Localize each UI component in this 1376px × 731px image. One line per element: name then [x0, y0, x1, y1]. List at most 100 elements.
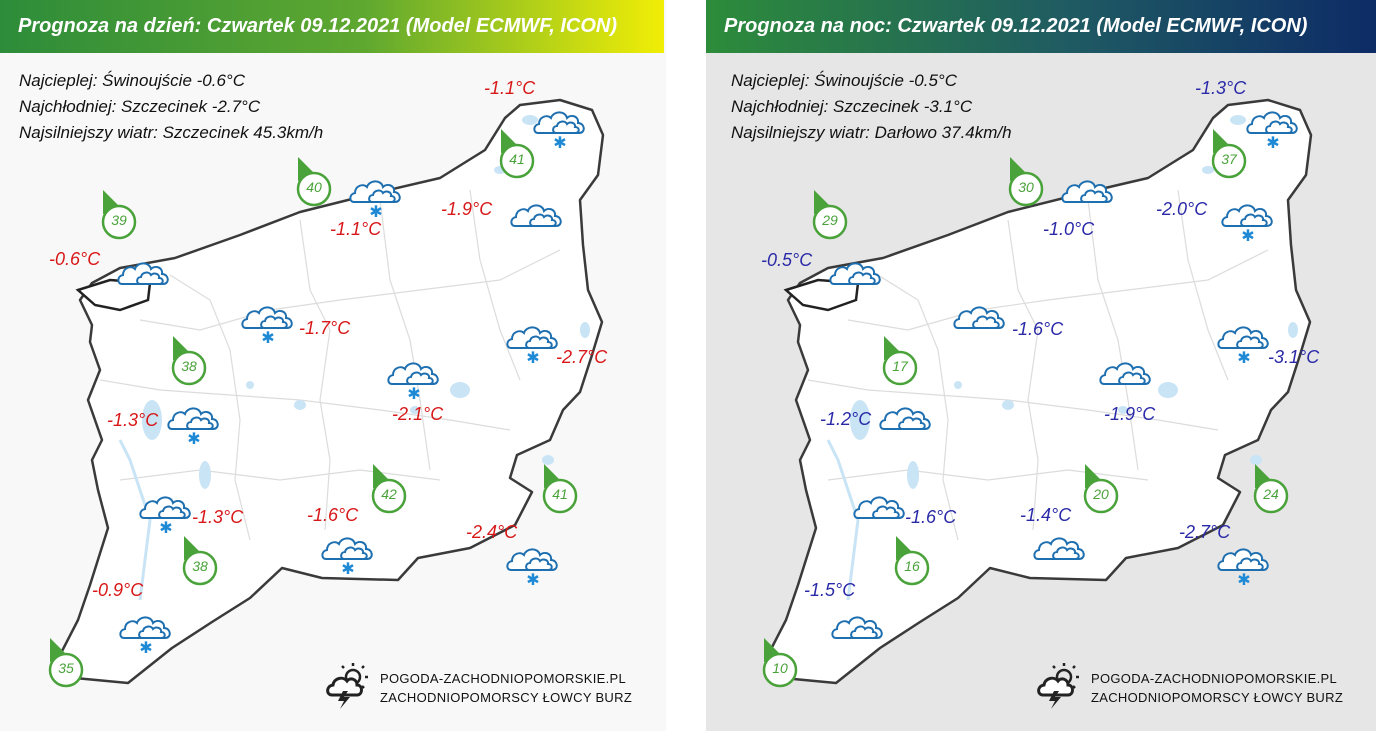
temp-label: -1.9°C [1104, 404, 1156, 424]
logo-line-1: POGODA-ZACHODNIOPOMORSKIE.PL [1091, 670, 1338, 686]
coastline-island [75, 278, 152, 312]
logo-line-1: POGODA-ZACHODNIOPOMORSKIE.PL [380, 670, 627, 686]
temp-label: -1.6°C [307, 505, 359, 525]
snow-cloud-icon: ✱ [138, 490, 194, 537]
temp-label: -1.1°C [330, 219, 382, 239]
logo-line-2: ZACHODNIOPOMORSCY ŁOWCY BURZ [1091, 689, 1344, 705]
snow-cloud-icon: ✱ [240, 300, 296, 347]
snow-cloud-icon: ✱ [118, 610, 174, 657]
temp-label: -1.3°C [1195, 78, 1247, 98]
day-forecast-title: Prognoza na dzień: Czwartek 09.12.2021 (… [0, 0, 664, 53]
brand-logo: POGODA-ZACHODNIOPOMORSKIE.PL ZACHODNIOPO… [326, 661, 632, 714]
wind-speed: 16 [904, 558, 920, 574]
svg-text:✱: ✱ [526, 348, 539, 364]
lakes [142, 115, 590, 489]
logo-line-2: ZACHODNIOPOMORSCY ŁOWCY BURZ [380, 689, 633, 705]
cloud-icon [116, 256, 172, 300]
temp-label: -2.1°C [392, 404, 444, 424]
temp-label: -1.3°C [192, 507, 244, 527]
snow-cloud-icon: ✱ [532, 105, 588, 152]
wind-speed: 30 [1018, 179, 1034, 195]
cloud-icon [828, 256, 884, 300]
wind-speed: 40 [306, 179, 322, 195]
wind-marker: 10 [756, 636, 808, 694]
snow-cloud-icon: ✱ [1245, 105, 1301, 152]
wind-marker: 39 [95, 188, 147, 246]
temp-label: -2.7°C [1179, 522, 1231, 542]
cloud-icon [1098, 356, 1154, 400]
temp-label: -1.3°C [107, 410, 159, 430]
river [118, 439, 152, 601]
county-borders [99, 189, 561, 541]
wind-speed: 38 [181, 358, 197, 374]
snow-cloud-icon: ✱ [348, 174, 404, 221]
wind-marker: 40 [290, 155, 342, 213]
temp-label: -1.7°C [299, 318, 351, 338]
lakes [850, 115, 1298, 489]
svg-text:✱: ✱ [407, 384, 420, 400]
temp-label: -1.6°C [1012, 319, 1064, 339]
temp-label: -2.4°C [466, 522, 518, 542]
storm-logo-icon [326, 661, 372, 714]
wind-marker: 37 [1205, 127, 1257, 185]
wind-speed: 41 [509, 151, 525, 167]
wind-marker: 30 [1002, 155, 1054, 213]
svg-text:✱: ✱ [1237, 348, 1250, 364]
cloud-icon [1060, 174, 1116, 218]
wind-speed: 17 [892, 358, 908, 374]
night-forecast-panel: Prognoza na noc: Czwartek 09.12.2021 (Mo… [706, 0, 1376, 731]
svg-text:✱: ✱ [261, 328, 274, 344]
temp-label: -1.5°C [804, 580, 856, 600]
temp-label: -1.2°C [820, 409, 872, 429]
wind-marker: 35 [42, 636, 94, 694]
region-map [58, 98, 605, 685]
temp-label: -2.0°C [1156, 199, 1208, 219]
windiest-text: Najsilniejszy wiatr: Darłowo 37.4km/h [731, 123, 1012, 142]
wind-speed: 42 [381, 486, 397, 502]
wind-marker: 24 [1247, 462, 1299, 520]
wind-speed: 24 [1263, 486, 1279, 502]
warmest-text: Najcieplej: Świnoujście -0.6°C [19, 71, 246, 90]
svg-text:✱: ✱ [341, 559, 354, 575]
snow-cloud-icon: ✱ [1220, 198, 1276, 245]
cloud-icon [830, 610, 886, 654]
windiest-text: Najsilniejszy wiatr: Szczecinek 45.3km/h [19, 123, 324, 142]
coastline-island [783, 278, 860, 312]
svg-text:✱: ✱ [159, 518, 172, 534]
wind-speed: 10 [772, 660, 788, 676]
day-forecast-panel: Prognoza na dzień: Czwartek 09.12.2021 (… [0, 0, 666, 731]
svg-text:✱: ✱ [526, 570, 539, 586]
wind-marker: 16 [888, 534, 940, 592]
region-outline [58, 98, 605, 685]
region-map [766, 98, 1313, 685]
svg-text:✱: ✱ [187, 429, 200, 445]
cloud-icon [878, 401, 934, 445]
wind-marker: 41 [493, 127, 545, 185]
wind-speed: 38 [192, 558, 208, 574]
snow-cloud-icon: ✱ [505, 542, 561, 589]
svg-text:✱: ✱ [1237, 570, 1250, 586]
temp-label: -0.6°C [49, 249, 101, 269]
wind-speed: 37 [1221, 151, 1237, 167]
temp-label: -1.4°C [1020, 505, 1072, 525]
wind-marker: 20 [1077, 462, 1129, 520]
svg-text:✱: ✱ [369, 202, 382, 218]
coldest-text: Najchłodniej: Szczecinek -3.1°C [731, 97, 973, 116]
snow-cloud-icon: ✱ [1216, 320, 1272, 367]
wind-marker: 38 [165, 334, 217, 392]
wind-marker: 42 [365, 462, 417, 520]
river [826, 439, 860, 601]
coldest-text: Najchłodniej: Szczecinek -2.7°C [19, 97, 261, 116]
svg-text:✱: ✱ [1241, 226, 1254, 242]
night-forecast-title: Prognoza na noc: Czwartek 09.12.2021 (Mo… [706, 0, 1376, 53]
snow-cloud-icon: ✱ [386, 356, 442, 403]
cloud-icon [509, 198, 565, 242]
svg-text:✱: ✱ [553, 133, 566, 149]
svg-text:✱: ✱ [1266, 133, 1279, 149]
snow-cloud-icon: ✱ [166, 401, 222, 448]
snow-cloud-icon: ✱ [1216, 542, 1272, 589]
temp-label: -1.0°C [1043, 219, 1095, 239]
temp-label: -2.7°C [556, 347, 608, 367]
storm-logo-icon [1037, 661, 1083, 714]
snow-cloud-icon: ✱ [320, 531, 376, 578]
